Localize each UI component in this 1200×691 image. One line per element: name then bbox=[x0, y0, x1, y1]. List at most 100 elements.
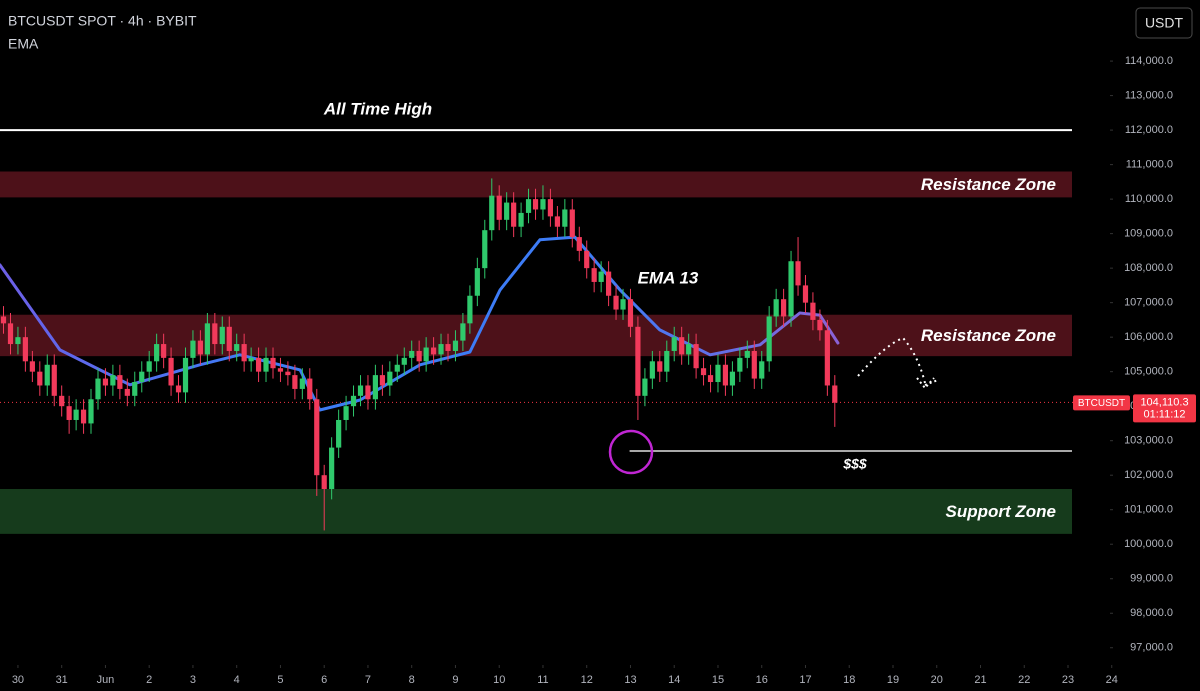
candle-body bbox=[175, 385, 182, 393]
y-tick-label: 108,000.0 bbox=[1124, 262, 1173, 274]
candle-body bbox=[22, 337, 28, 362]
candle-body bbox=[29, 361, 35, 372]
candle-body bbox=[642, 378, 648, 396]
candle-body bbox=[15, 337, 21, 345]
symbol-title: BTCUSDT SPOT · 4h · BYBIT bbox=[8, 13, 197, 29]
candle-body bbox=[460, 323, 466, 341]
x-tick-label: 20 bbox=[931, 674, 943, 686]
x-tick-label: 9 bbox=[452, 674, 458, 686]
candle-body bbox=[255, 357, 262, 372]
candle-body bbox=[700, 368, 707, 376]
candle-body bbox=[139, 371, 145, 383]
candle-body bbox=[452, 340, 459, 351]
candle-body bbox=[554, 216, 561, 227]
candle-body bbox=[44, 364, 50, 386]
candle-body bbox=[657, 361, 663, 372]
ath-label: All Time High bbox=[323, 100, 432, 119]
x-tick-label: 7 bbox=[365, 674, 371, 686]
candle-body bbox=[299, 378, 305, 389]
candle-body bbox=[277, 368, 284, 372]
x-tick-label: 6 bbox=[321, 674, 327, 686]
candle-body bbox=[496, 195, 502, 220]
candle-body bbox=[489, 195, 495, 231]
candle-body bbox=[379, 375, 385, 386]
candle-body bbox=[365, 385, 371, 400]
candle-body bbox=[0, 316, 7, 324]
candle-body bbox=[263, 357, 269, 372]
y-tick-label: 109,000.0 bbox=[1124, 228, 1173, 240]
zone bbox=[0, 489, 1072, 534]
candle-body bbox=[307, 378, 313, 400]
candle-body bbox=[7, 323, 14, 345]
candle-body bbox=[511, 202, 517, 227]
candle-body bbox=[824, 330, 830, 386]
candle-body bbox=[613, 295, 619, 310]
candle-body bbox=[482, 230, 488, 269]
y-tick-label: 98,000.0 bbox=[1130, 607, 1173, 619]
x-tick-label: 31 bbox=[56, 674, 68, 686]
y-tick-label: 103,000.0 bbox=[1124, 435, 1173, 447]
candle-body bbox=[51, 364, 57, 396]
x-tick-label: 8 bbox=[409, 674, 415, 686]
zone-label: Support Zone bbox=[946, 502, 1056, 521]
x-tick-label: 10 bbox=[493, 674, 505, 686]
candle-body bbox=[102, 378, 109, 386]
candle-body bbox=[182, 357, 189, 393]
candle-body bbox=[569, 209, 575, 238]
candle-body bbox=[715, 364, 721, 383]
candle-body bbox=[387, 371, 393, 386]
y-tick-label: 97,000.0 bbox=[1130, 642, 1173, 654]
candle-body bbox=[802, 285, 809, 303]
x-tick-label: 11 bbox=[537, 674, 548, 686]
candle-body bbox=[161, 344, 167, 358]
x-tick-label: 18 bbox=[843, 674, 855, 686]
candle-body bbox=[729, 371, 736, 386]
candle-body bbox=[751, 350, 757, 379]
x-tick-label: 23 bbox=[1062, 674, 1074, 686]
currency-button[interactable] bbox=[1135, 7, 1193, 39]
candle-body bbox=[66, 406, 72, 420]
liquidity-label: $$$ bbox=[842, 456, 867, 472]
x-tick-label: 19 bbox=[887, 674, 899, 686]
y-tick-label: 112,000.0 bbox=[1125, 124, 1173, 136]
indicator-label: EMA bbox=[8, 36, 39, 52]
candle-body bbox=[37, 371, 43, 386]
x-tick-label: 15 bbox=[712, 674, 724, 686]
x-tick-label: 24 bbox=[1106, 674, 1118, 686]
candle-body bbox=[627, 299, 634, 327]
candle-body bbox=[467, 295, 473, 324]
x-tick-label: 4 bbox=[234, 674, 240, 686]
plot-area bbox=[0, 129, 1110, 534]
candle-body bbox=[212, 323, 218, 345]
candle-body bbox=[270, 357, 276, 369]
candle-body bbox=[321, 475, 327, 490]
candle-body bbox=[474, 268, 480, 296]
candle-body bbox=[204, 323, 210, 355]
symbol-tag-label: BTCUSDT bbox=[1078, 398, 1125, 409]
x-tick-label: 2 bbox=[146, 674, 152, 686]
currency-label[interactable]: USDT bbox=[1145, 15, 1184, 31]
zone-label: Resistance Zone bbox=[921, 326, 1056, 345]
candle-body bbox=[292, 375, 298, 389]
x-tick-label: 17 bbox=[799, 674, 811, 686]
candle-body bbox=[219, 326, 225, 345]
ema-line bbox=[0, 235, 840, 412]
candle-body bbox=[357, 385, 364, 396]
y-tick-label: 100,000.0 bbox=[1124, 538, 1173, 550]
candle-body bbox=[59, 395, 65, 407]
y-tick-label: 105,000.0 bbox=[1124, 366, 1173, 378]
candle-body bbox=[409, 350, 415, 358]
candle-body bbox=[795, 261, 801, 286]
candle-body bbox=[635, 326, 641, 396]
candle-body bbox=[445, 344, 451, 351]
y-tick-label: 102,000.0 bbox=[1124, 469, 1173, 481]
candle-body bbox=[788, 261, 794, 317]
candle-body bbox=[504, 202, 510, 220]
candle-body bbox=[766, 316, 772, 362]
candle-body bbox=[686, 344, 692, 355]
candle-body bbox=[598, 271, 604, 282]
candle-body bbox=[336, 419, 342, 448]
zone-label: Resistance Zone bbox=[921, 175, 1056, 194]
candle-body bbox=[372, 375, 378, 400]
